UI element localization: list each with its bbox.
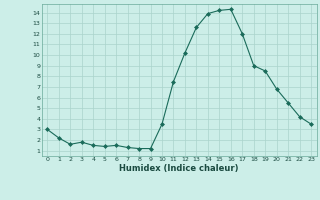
X-axis label: Humidex (Indice chaleur): Humidex (Indice chaleur) <box>119 164 239 173</box>
